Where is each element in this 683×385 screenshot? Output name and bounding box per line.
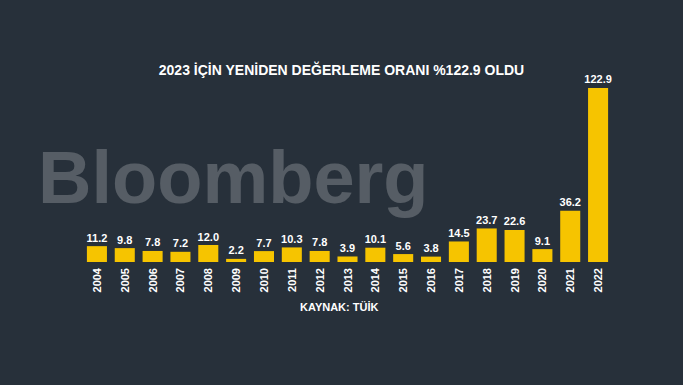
svg-text:2011: 2011 <box>286 268 298 292</box>
svg-text:2012: 2012 <box>314 268 326 292</box>
svg-text:2006: 2006 <box>147 268 159 292</box>
svg-text:3.9: 3.9 <box>340 242 355 254</box>
svg-text:7.8: 7.8 <box>312 236 327 248</box>
svg-text:11.2: 11.2 <box>87 232 108 244</box>
svg-text:7.8: 7.8 <box>145 236 160 248</box>
svg-text:5.6: 5.6 <box>396 240 411 252</box>
svg-text:2.2: 2.2 <box>228 244 243 256</box>
svg-text:10.1: 10.1 <box>365 233 386 245</box>
svg-text:122.9: 122.9 <box>584 73 612 85</box>
svg-text:2020: 2020 <box>536 268 548 292</box>
svg-text:12.0: 12.0 <box>198 231 219 243</box>
svg-text:2004: 2004 <box>91 267 103 292</box>
svg-text:2022: 2022 <box>592 268 604 292</box>
svg-text:2018: 2018 <box>481 268 493 292</box>
svg-text:10.3: 10.3 <box>281 233 302 245</box>
svg-text:2015: 2015 <box>397 268 409 292</box>
svg-text:2017: 2017 <box>453 268 465 292</box>
svg-text:7.2: 7.2 <box>173 237 188 249</box>
svg-text:2023 İÇİN YENİDEN DEĞERLEME OR: 2023 İÇİN YENİDEN DEĞERLEME ORANI %122.9… <box>159 61 524 78</box>
svg-text:22.6: 22.6 <box>504 215 525 227</box>
svg-text:2021: 2021 <box>564 268 576 292</box>
svg-text:KAYNAK: TÜİK: KAYNAK: TÜİK <box>300 301 378 313</box>
svg-text:9.1: 9.1 <box>535 235 550 247</box>
svg-text:2013: 2013 <box>342 268 354 292</box>
svg-text:2008: 2008 <box>202 268 214 292</box>
svg-text:2016: 2016 <box>425 268 437 292</box>
svg-text:2009: 2009 <box>230 268 242 292</box>
svg-text:36.2: 36.2 <box>560 196 581 208</box>
svg-text:2005: 2005 <box>119 268 131 292</box>
svg-text:9.8: 9.8 <box>117 234 132 246</box>
svg-text:23.7: 23.7 <box>476 214 497 226</box>
svg-text:2010: 2010 <box>258 268 270 292</box>
svg-text:2014: 2014 <box>369 267 381 292</box>
svg-text:14.5: 14.5 <box>448 227 469 239</box>
svg-text:3.8: 3.8 <box>423 242 438 254</box>
svg-text:2007: 2007 <box>174 268 186 292</box>
svg-text:2019: 2019 <box>509 268 521 292</box>
svg-text:7.7: 7.7 <box>256 237 271 249</box>
svg-text:Bloomberg: Bloomberg <box>38 136 429 219</box>
